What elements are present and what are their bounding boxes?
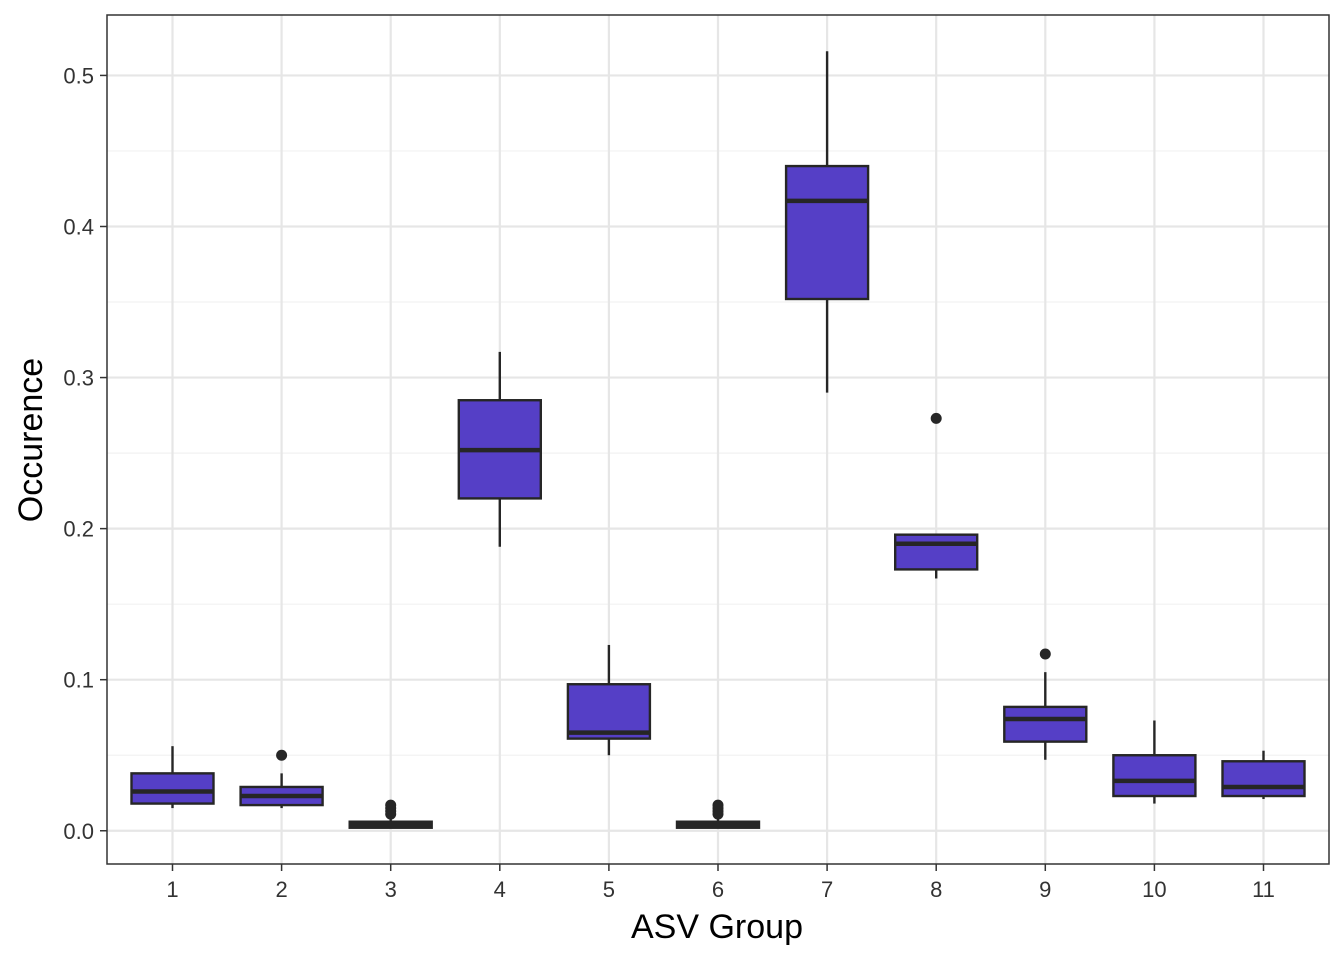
- box-10: [1112, 720, 1197, 804]
- x-tick-label: 8: [930, 877, 942, 902]
- y-tick-label: 0.1: [63, 668, 94, 693]
- x-tick-label: 1: [166, 877, 178, 902]
- y-tick-label: 0.2: [63, 517, 94, 542]
- y-axis: 0.0 0.1 0.2 0.3 0.4 0.5: [63, 63, 107, 844]
- x-tick-label: 3: [385, 877, 397, 902]
- y-axis-title: Occurence: [12, 358, 50, 522]
- box-iqr: [894, 533, 979, 571]
- box-iqr: [566, 683, 652, 740]
- box-2: [239, 749, 324, 809]
- box-8: [894, 412, 979, 579]
- y-tick-label: 0.4: [63, 214, 94, 239]
- y-tick-label: 0.3: [63, 366, 94, 391]
- outlier-point: [930, 412, 942, 424]
- y-tick-label: 0.0: [63, 819, 94, 844]
- box-iqr: [1112, 754, 1197, 798]
- box-1: [130, 746, 215, 809]
- x-tick-label: 11: [1252, 877, 1275, 902]
- box-iqr: [784, 164, 870, 301]
- box-5: [566, 644, 652, 756]
- box-iqr: [1003, 705, 1088, 743]
- boxes: [130, 51, 1306, 829]
- box-7: [784, 51, 870, 393]
- x-tick-label: 4: [494, 877, 506, 902]
- x-tick-label: 10: [1142, 877, 1166, 902]
- x-tick-label: 2: [275, 877, 287, 902]
- outlier-point: [385, 799, 397, 811]
- box-3: [348, 799, 433, 829]
- outlier-point: [712, 799, 724, 811]
- box-4: [457, 351, 542, 547]
- box-iqr: [130, 772, 215, 805]
- box-11: [1221, 750, 1306, 800]
- grid: [107, 15, 1329, 864]
- box-iqr: [1221, 760, 1306, 798]
- x-axis-title: ASV Group: [631, 908, 803, 946]
- outlier-point: [1039, 648, 1051, 660]
- y-tick-label: 0.5: [63, 63, 94, 88]
- x-axis: 1 2 3 4 5 6 7 8 9 10 11: [166, 864, 1275, 902]
- x-tick-label: 7: [821, 877, 833, 902]
- x-tick-label: 6: [712, 877, 724, 902]
- x-tick-label: 5: [603, 877, 615, 902]
- box-9: [1003, 648, 1088, 760]
- x-tick-label: 9: [1039, 877, 1051, 902]
- box-6: [675, 799, 761, 829]
- outlier-point: [276, 749, 288, 761]
